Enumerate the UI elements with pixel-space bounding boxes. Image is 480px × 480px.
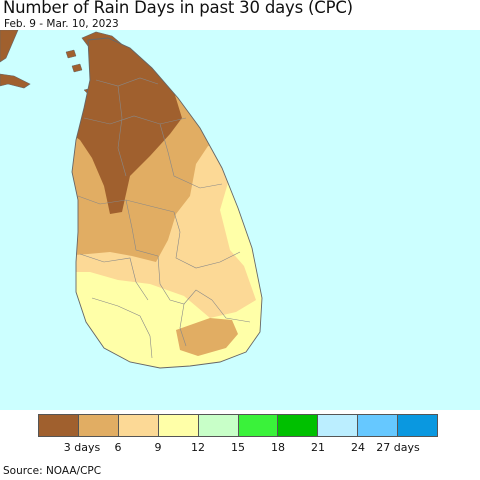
district-line bbox=[173, 211, 241, 269]
rain-days-map bbox=[0, 30, 480, 410]
legend-label: 18 bbox=[271, 441, 285, 454]
district-line bbox=[91, 297, 153, 359]
legend-swatch-row bbox=[38, 414, 438, 437]
legend-swatch bbox=[398, 415, 438, 436]
legend-swatch bbox=[78, 415, 119, 436]
zone-3-days bbox=[72, 38, 182, 214]
legend-swatch bbox=[39, 415, 79, 436]
legend-swatch bbox=[278, 415, 319, 436]
district-boundaries bbox=[77, 77, 251, 359]
coastline bbox=[71, 37, 263, 369]
district-line bbox=[179, 303, 187, 347]
legend-label: 15 bbox=[231, 441, 245, 454]
legend-label: 3 days bbox=[63, 441, 101, 454]
district-line bbox=[211, 299, 251, 323]
legend-label: 27 days bbox=[376, 441, 420, 454]
legend-label: 24 bbox=[351, 441, 365, 454]
source-credit: Source: NOAA/CPC bbox=[3, 465, 102, 477]
map-panel bbox=[0, 30, 480, 410]
map-title: Number of Rain Days in past 30 days (CPC… bbox=[3, 0, 353, 17]
legend-label: 12 bbox=[191, 441, 205, 454]
legend-label: 21 bbox=[311, 441, 325, 454]
legend-bar bbox=[38, 414, 438, 437]
legend-label: 9 bbox=[154, 441, 162, 454]
legend-swatch bbox=[238, 415, 279, 436]
district-line bbox=[125, 199, 159, 257]
island-small-2 bbox=[71, 63, 83, 73]
district-line bbox=[95, 77, 159, 87]
legend-swatch bbox=[318, 415, 359, 436]
legend-swatch bbox=[158, 415, 199, 436]
map-date-range: Feb. 9 - Mar. 10, 2023 bbox=[4, 18, 119, 30]
district-line bbox=[79, 253, 149, 301]
island-small-1 bbox=[65, 49, 77, 59]
legend-labels: 3 days 6 9 12 15 18 21 24 27 days bbox=[38, 441, 438, 455]
district-line bbox=[117, 85, 127, 177]
legend-swatch bbox=[198, 415, 239, 436]
legend-swatch bbox=[358, 415, 399, 436]
legend-swatch bbox=[118, 415, 159, 436]
district-line bbox=[157, 255, 213, 305]
india-coast bbox=[0, 30, 19, 63]
india-coast-strip bbox=[0, 73, 31, 89]
district-line bbox=[83, 115, 187, 125]
district-line bbox=[159, 123, 223, 189]
zone-6-days-south bbox=[176, 318, 238, 356]
legend-label: 6 bbox=[114, 441, 122, 454]
